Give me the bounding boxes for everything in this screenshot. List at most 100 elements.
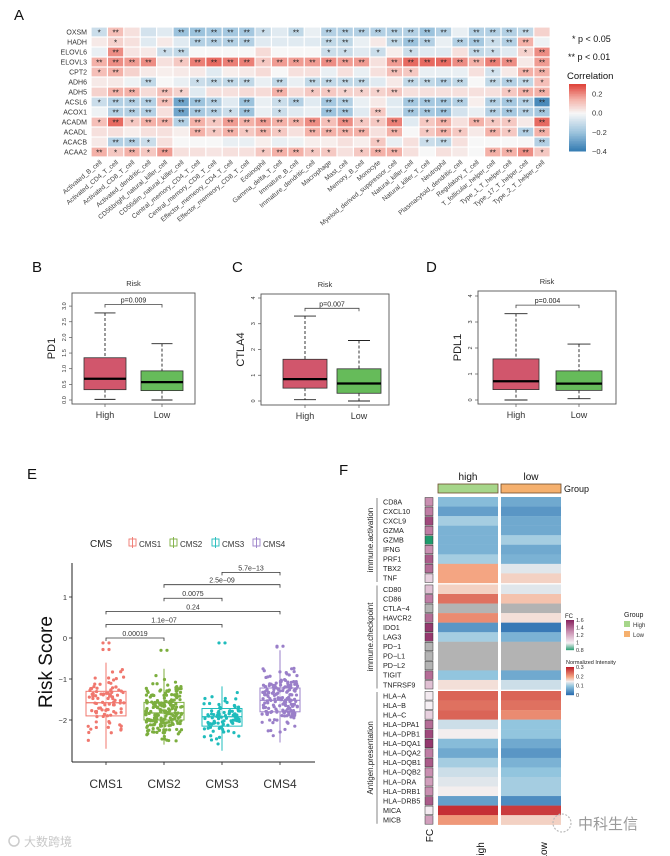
intensity-cell-high bbox=[438, 516, 498, 526]
heatmap-cell bbox=[436, 107, 452, 117]
intensity-cell-low bbox=[501, 710, 561, 720]
intensity-cell-high bbox=[438, 700, 498, 711]
data-point bbox=[294, 687, 298, 691]
heatmap-cell bbox=[419, 47, 435, 57]
intensity-cell-high bbox=[438, 786, 498, 797]
significance-mark: ** bbox=[342, 119, 348, 128]
heatmap-cell bbox=[140, 37, 156, 47]
heatmap-cell bbox=[354, 107, 370, 117]
data-point bbox=[159, 716, 163, 720]
data-point bbox=[165, 738, 169, 742]
heatmap-cell bbox=[124, 57, 140, 67]
heatmap-cell bbox=[419, 117, 435, 127]
intensity-legend-segment bbox=[566, 684, 574, 686]
heatmap-cell bbox=[321, 47, 337, 57]
data-point bbox=[231, 713, 235, 717]
data-point bbox=[265, 712, 269, 716]
y-tick-label: 3 bbox=[251, 322, 257, 325]
data-point bbox=[144, 693, 149, 697]
heatmap-cell bbox=[91, 87, 107, 97]
heatmap-cell bbox=[370, 27, 386, 37]
data-point bbox=[235, 716, 240, 720]
heatmap-cell bbox=[190, 147, 206, 157]
legend-sig-01: ** p < 0.01 bbox=[568, 52, 610, 62]
significance-mark: ** bbox=[506, 99, 512, 108]
comparison-bracket bbox=[105, 637, 165, 641]
intensity-cell-low bbox=[501, 757, 561, 768]
fc-legend-segment bbox=[566, 637, 574, 639]
comparison-pvalue: 1.1e−07 bbox=[151, 617, 177, 624]
significance-mark: * bbox=[360, 149, 363, 158]
gene-label: HLA−DQA2 bbox=[383, 749, 421, 758]
heatmap-cell bbox=[157, 47, 173, 57]
significance-mark: * bbox=[311, 149, 314, 158]
heatmap-cell bbox=[386, 27, 402, 37]
comparison-pvalue: 0.24 bbox=[186, 604, 200, 611]
gene-label: TIGIT bbox=[383, 671, 402, 680]
heatmap-cell bbox=[157, 117, 173, 127]
data-point bbox=[106, 725, 110, 729]
box-low bbox=[336, 368, 382, 394]
heatmap-cell bbox=[124, 107, 140, 117]
data-point bbox=[107, 702, 111, 706]
heatmap-cell bbox=[206, 57, 222, 67]
significance-mark: * bbox=[147, 149, 150, 158]
heatmap-cell bbox=[91, 67, 107, 77]
heatmap-cell bbox=[239, 87, 255, 97]
fc-legend-segment bbox=[566, 649, 574, 651]
heatmap-cell bbox=[436, 137, 452, 147]
heatmap-cell bbox=[321, 97, 337, 107]
colorbar-segment bbox=[569, 112, 586, 115]
heatmap-cell bbox=[501, 107, 517, 117]
significance-mark: * bbox=[327, 89, 330, 98]
intensity-cell-high bbox=[438, 594, 498, 604]
intensity-legend-segment bbox=[566, 686, 574, 688]
data-point bbox=[280, 696, 285, 700]
data-point bbox=[110, 690, 114, 694]
heatmap-cell bbox=[190, 107, 206, 117]
data-point bbox=[154, 720, 158, 724]
data-point bbox=[86, 738, 90, 742]
heatmap-cell bbox=[206, 107, 222, 117]
fc-legend-segment bbox=[566, 625, 574, 627]
data-point bbox=[86, 724, 90, 728]
significance-mark: ** bbox=[112, 49, 118, 58]
heatmap-cell bbox=[288, 57, 304, 67]
colorbar-segment bbox=[569, 84, 586, 87]
heatmap-cell bbox=[255, 37, 271, 47]
data-point bbox=[164, 728, 168, 732]
data-point bbox=[151, 723, 155, 727]
heatmap-cell bbox=[452, 107, 468, 117]
watermark-left-text: 大数跨境 bbox=[24, 834, 72, 849]
heatmap-cell bbox=[452, 27, 468, 37]
data-point bbox=[216, 721, 220, 725]
intensity-legend-segment bbox=[566, 675, 574, 677]
significance-mark: ** bbox=[375, 149, 381, 158]
watermark-logo-icon bbox=[8, 835, 20, 847]
heatmap-cell bbox=[108, 87, 124, 97]
heatmap-cell bbox=[485, 147, 501, 157]
heatmap-cell bbox=[386, 67, 402, 77]
data-point bbox=[94, 725, 98, 730]
significance-mark: ** bbox=[276, 79, 282, 88]
fc-cell bbox=[424, 739, 434, 749]
data-point bbox=[263, 701, 267, 705]
colorbar-segment bbox=[569, 142, 586, 145]
heatmap-cell bbox=[403, 47, 419, 57]
data-point bbox=[87, 695, 91, 699]
y-tick-label: 3 bbox=[468, 320, 474, 323]
significance-mark: ** bbox=[211, 29, 217, 38]
data-point bbox=[272, 705, 276, 709]
data-point bbox=[88, 688, 92, 693]
significance-mark: ** bbox=[194, 29, 200, 38]
data-point bbox=[108, 694, 112, 698]
intensity-cell-high bbox=[438, 584, 498, 595]
heatmap-cell bbox=[337, 47, 353, 57]
significance-mark: ** bbox=[276, 89, 282, 98]
data-point bbox=[146, 731, 150, 736]
heatmap-cell bbox=[255, 67, 271, 77]
significance-mark: ** bbox=[145, 119, 151, 128]
intensity-legend-tick: 0.3 bbox=[576, 665, 584, 671]
data-point bbox=[285, 672, 289, 676]
data-point bbox=[121, 675, 126, 679]
